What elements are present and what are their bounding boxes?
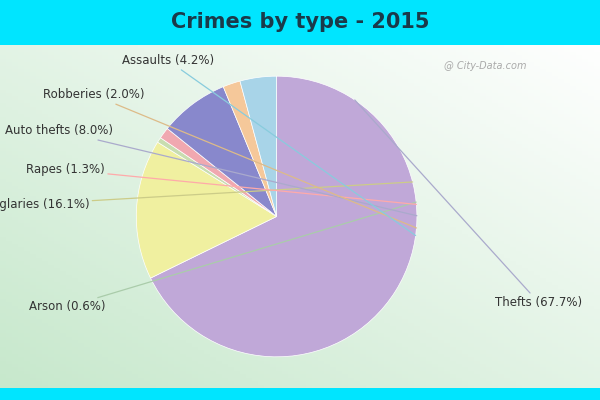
Text: Thefts (67.7%): Thefts (67.7%)	[355, 100, 582, 309]
Wedge shape	[158, 138, 277, 216]
Wedge shape	[160, 128, 277, 216]
Wedge shape	[240, 76, 277, 216]
Text: Crimes by type - 2015: Crimes by type - 2015	[171, 12, 429, 32]
Wedge shape	[151, 76, 417, 357]
Wedge shape	[223, 81, 277, 216]
Text: @ City-Data.com: @ City-Data.com	[443, 60, 526, 70]
Text: Robberies (2.0%): Robberies (2.0%)	[43, 88, 416, 228]
Wedge shape	[136, 142, 277, 278]
Text: Auto thefts (8.0%): Auto thefts (8.0%)	[5, 124, 417, 216]
Text: Arson (0.6%): Arson (0.6%)	[29, 202, 416, 314]
Text: Burglaries (16.1%): Burglaries (16.1%)	[0, 182, 413, 210]
Wedge shape	[167, 87, 277, 216]
Text: Rapes (1.3%): Rapes (1.3%)	[26, 163, 416, 204]
Text: Assaults (4.2%): Assaults (4.2%)	[122, 54, 416, 236]
